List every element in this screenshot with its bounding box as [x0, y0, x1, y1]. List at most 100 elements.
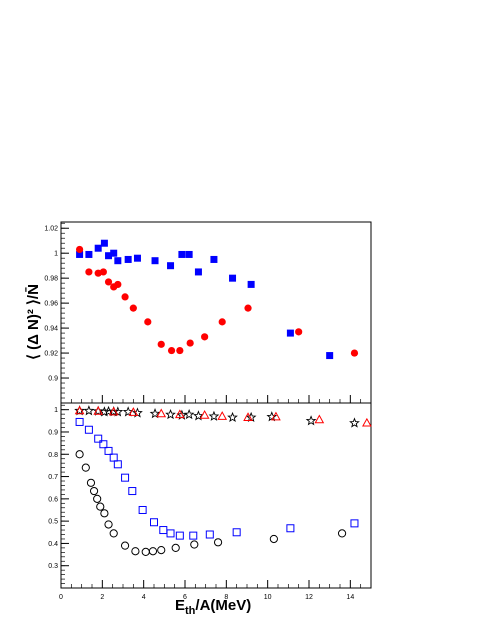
top-filled-circle-point	[144, 318, 152, 326]
top-filled-circle-point	[244, 304, 252, 312]
bottom-y-tick-label: 0.7	[48, 474, 58, 481]
bottom-open-triangle-point	[174, 409, 185, 419]
x-axis-title-base: E	[175, 597, 185, 614]
bottom-open-square-point	[84, 425, 93, 434]
top-filled-square-point	[286, 329, 294, 337]
bottom-open-star-point	[99, 406, 110, 417]
top-filled-circle-point	[218, 318, 226, 326]
bottom-open-star-point	[227, 411, 238, 423]
bottom-open-circle-point	[81, 463, 90, 472]
top-filled-circle-point	[295, 328, 303, 336]
top-y-tick-label: 1	[54, 251, 58, 258]
bottom-open-square-point	[166, 529, 175, 538]
top-filled-square-point	[105, 252, 113, 260]
bottom-open-circle-point	[96, 502, 105, 511]
bottom-open-triangle-point	[362, 417, 372, 427]
bottom-x-tick-label: 6	[183, 594, 187, 601]
top-series-filled-circle	[76, 245, 359, 357]
bottom-x-tick-label: 10	[264, 594, 272, 601]
bottom-open-circle-point	[141, 547, 150, 556]
bottom-open-circle-point	[131, 547, 140, 556]
bottom-y-tick-label: 0.4	[48, 541, 58, 548]
top-filled-circle-point	[114, 280, 122, 289]
bottom-open-square-point	[189, 531, 198, 540]
bottom-open-square-point	[159, 526, 168, 535]
bottom-open-circle-point	[89, 486, 99, 496]
top-y-tick-label: 0.92	[44, 351, 58, 358]
bottom-open-circle-point	[213, 538, 223, 547]
bottom-x-tick-label: 0	[59, 594, 63, 601]
bottom-open-triangle-point	[271, 411, 281, 421]
top-plot-frame	[60, 221, 372, 404]
bottom-open-square-point	[128, 487, 137, 496]
bottom-open-square-point	[113, 460, 122, 469]
top-filled-circle-point	[201, 333, 209, 341]
bottom-open-circle-point	[75, 450, 84, 459]
bottom-open-square-point	[138, 505, 147, 514]
bottom-open-circle-point	[104, 520, 113, 529]
top-y-tick-label: 0.96	[44, 301, 58, 308]
bottom-axes: 0.30.40.50.60.70.80.910 2 4 6 8 10 12 14	[48, 404, 372, 601]
bottom-open-square-point	[175, 531, 184, 540]
top-filled-square-point	[326, 352, 334, 360]
top-filled-square-point	[151, 257, 159, 265]
top-filled-square-point	[110, 249, 118, 257]
bottom-open-square-point	[104, 446, 113, 455]
top-y-tick-label: 0.94	[44, 326, 58, 333]
top-filled-circle-point	[176, 346, 184, 355]
bottom-x-tick-label: 8	[224, 594, 228, 601]
top-filled-square-point	[167, 262, 175, 270]
bottom-open-circle-point	[148, 547, 158, 556]
top-filled-circle-point	[76, 245, 84, 254]
bottom-x-tick-label: 2	[100, 594, 104, 601]
bottom-open-square-point	[94, 434, 103, 443]
bottom-open-square-point	[150, 518, 158, 527]
bottom-open-star-point	[122, 406, 134, 417]
top-filled-circle-point	[85, 268, 93, 276]
bottom-plot-frame	[60, 402, 372, 589]
bottom-open-triangle-point	[314, 414, 325, 424]
bottom-open-triangle-point	[243, 412, 253, 421]
top-filled-square-point	[229, 274, 237, 282]
bottom-open-star-point	[208, 410, 220, 421]
bottom-open-star-point	[183, 408, 195, 420]
y-axis-title: ⟨ (Δ N)² ⟩/N̄	[24, 284, 42, 360]
top-filled-circle-point	[157, 340, 165, 348]
top-filled-square-point	[94, 244, 102, 252]
bottom-open-triangle-point	[74, 405, 85, 415]
top-filled-square-point	[76, 250, 84, 258]
top-panel: 0.9 0.92 0.94 0.96 0.98 1 1.02	[44, 221, 372, 404]
bottom-open-circle-point	[100, 509, 109, 518]
bottom-x-tick-label: 12	[305, 594, 313, 601]
bottom-open-star-point	[83, 405, 95, 416]
bottom-open-star-point	[349, 417, 360, 428]
top-y-axis: 0.9 0.92 0.94 0.96 0.98 1 1.02	[44, 222, 372, 404]
bottom-open-circle-point	[93, 494, 102, 503]
bottom-panel: 0.30.40.50.60.70.80.910 2 4 6 8 10 12 14	[48, 402, 372, 601]
bottom-open-triangle-point	[217, 411, 228, 420]
bottom-open-circle-point	[120, 541, 130, 550]
top-filled-square-point	[124, 255, 132, 263]
top-filled-circle-point	[121, 293, 129, 301]
x-axis-title: Eth/A(MeV)	[175, 597, 251, 617]
bottom-open-triangle-point	[108, 406, 119, 416]
bottom-open-triangle-point	[128, 407, 139, 416]
bottom-x-tick-label: 4	[142, 594, 146, 601]
bottom-series-open-square	[75, 417, 359, 540]
top-y-tick-label: 0.9	[48, 376, 58, 383]
bottom-open-star-point	[149, 408, 161, 419]
top-filled-circle-point	[129, 304, 137, 312]
top-filled-square-point	[133, 254, 141, 262]
bottom-open-circle-point	[337, 529, 347, 538]
bottom-series-open-triangle	[74, 405, 372, 427]
bottom-open-square-point	[232, 528, 241, 537]
x-axis-title-subscript: th	[185, 605, 196, 617]
bottom-open-square-point	[121, 473, 130, 482]
top-filled-square-point	[247, 280, 255, 288]
bottom-y-tick-label: 1	[54, 407, 58, 414]
top-filled-square-point	[178, 250, 186, 258]
bottom-open-star-point	[112, 406, 124, 417]
top-filled-square-point	[210, 255, 218, 263]
bottom-data-marks	[74, 405, 372, 556]
